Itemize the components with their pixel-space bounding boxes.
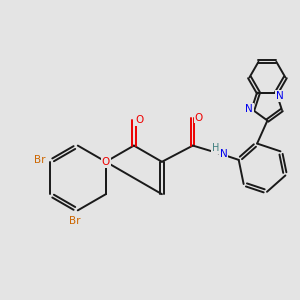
Text: O: O — [195, 112, 203, 123]
Text: N: N — [276, 91, 284, 101]
Text: Br: Br — [34, 155, 45, 165]
Text: N: N — [220, 149, 228, 159]
Text: N: N — [245, 103, 253, 113]
Text: O: O — [102, 157, 110, 167]
Text: H: H — [212, 143, 220, 153]
Text: Br: Br — [69, 216, 81, 226]
Text: O: O — [136, 116, 144, 125]
